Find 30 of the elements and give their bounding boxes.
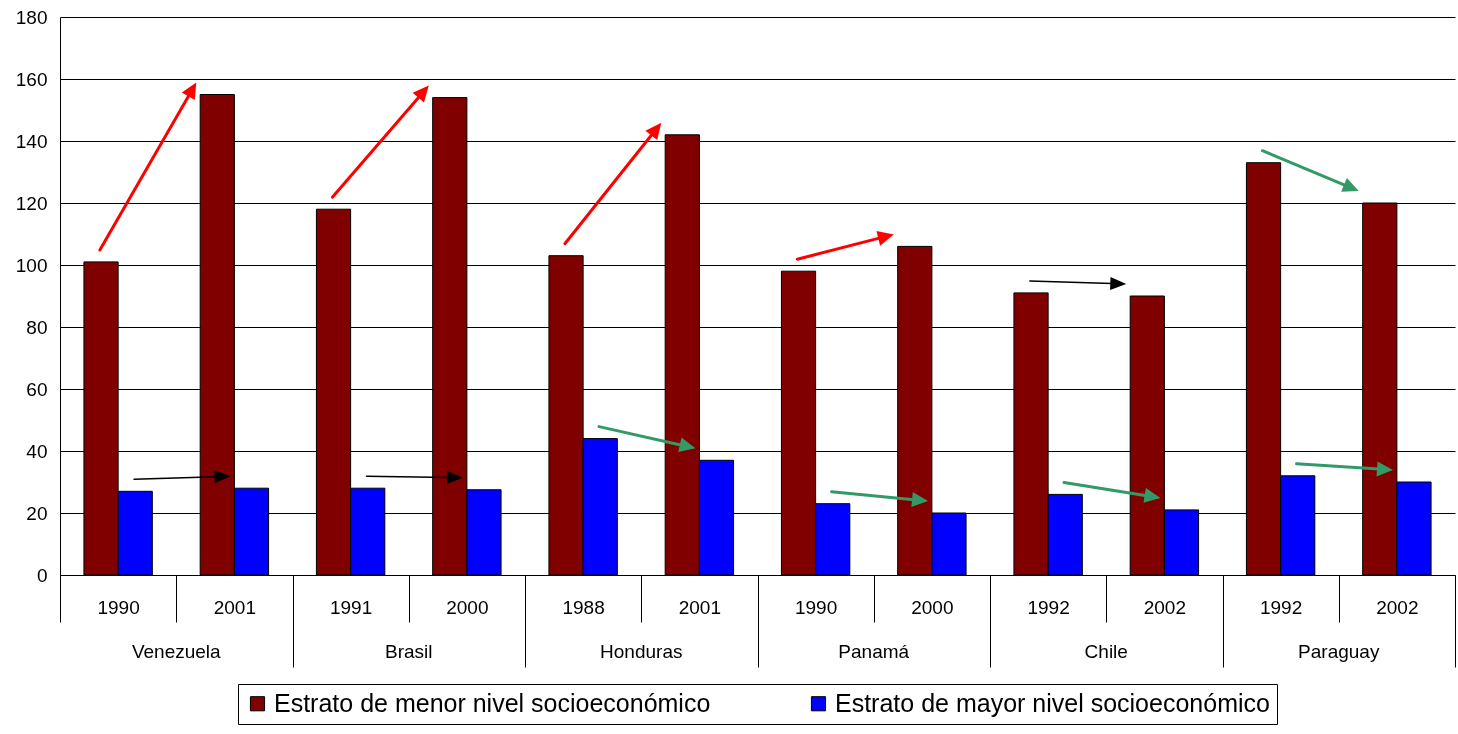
x-tick-label: 1991 bbox=[329, 596, 373, 618]
x-tick-label: 2002 bbox=[1143, 596, 1187, 618]
y-tick-label: 40 bbox=[26, 440, 48, 462]
text: Panamá bbox=[838, 641, 910, 662]
x-tick-label: 2001 bbox=[678, 596, 722, 618]
x-tick-label: 1988 bbox=[562, 596, 605, 618]
y-tick-label: 140 bbox=[15, 130, 48, 152]
y-tick-label: 20 bbox=[26, 502, 48, 524]
x-tick-label: 1990 bbox=[794, 596, 838, 618]
x-tick-label: 2000 bbox=[446, 596, 489, 618]
x-tick-label: 1992 bbox=[1259, 596, 1303, 618]
legend-label: Estrato de mayor nivel socioeconómico bbox=[835, 688, 1270, 717]
legend-label: Estrato de menor nivel socioeconómico bbox=[274, 688, 711, 717]
y-tick-label: 0 bbox=[36, 564, 48, 586]
y-tick-label: 160 bbox=[15, 68, 48, 90]
y-tick-label: 60 bbox=[26, 378, 48, 400]
text: Venezuela bbox=[131, 641, 222, 662]
x-tick-label: 1992 bbox=[1027, 596, 1070, 618]
y-tick-label: 120 bbox=[15, 192, 48, 214]
text: Brasil bbox=[384, 641, 433, 662]
y-tick-label: 180 bbox=[15, 6, 48, 28]
y-tick-label: 100 bbox=[15, 254, 48, 276]
y-tick-label: 80 bbox=[26, 316, 48, 338]
text: Paraguay bbox=[1298, 641, 1380, 662]
x-tick-label: 2001 bbox=[213, 596, 257, 618]
x-tick-label: 2002 bbox=[1376, 596, 1419, 618]
x-tick-label: 2000 bbox=[911, 596, 954, 618]
x-tick-label: 1990 bbox=[97, 596, 140, 618]
text: Honduras bbox=[600, 641, 683, 662]
text: Chile bbox=[1084, 641, 1128, 662]
